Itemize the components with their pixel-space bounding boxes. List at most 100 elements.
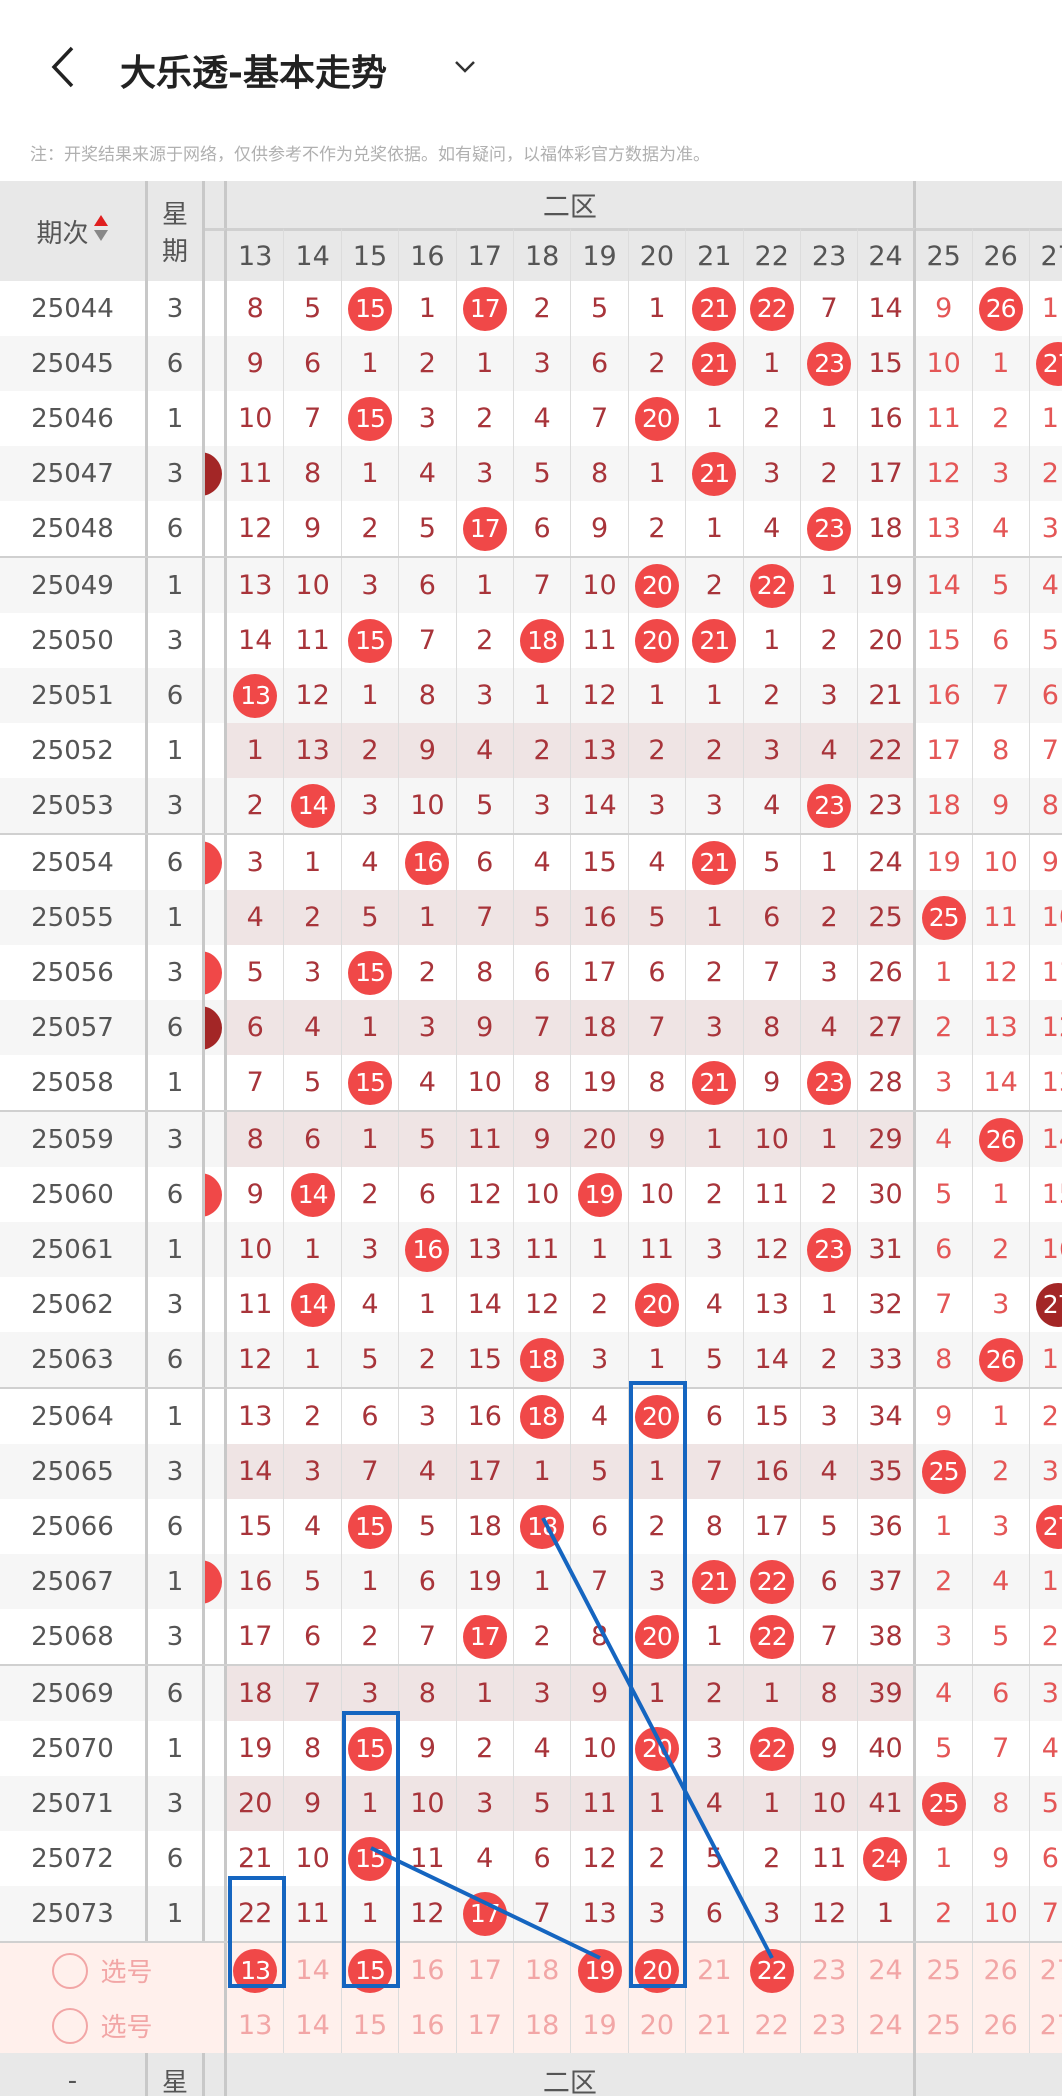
hit-ball: 23 <box>807 1060 852 1105</box>
select-cell-25[interactable]: 25 <box>916 1998 973 2053</box>
footer-zone: 二区 <box>227 2053 916 2096</box>
select-number[interactable]: 21 <box>697 1955 732 1986</box>
select-cell-20[interactable]: 20 <box>629 1943 687 1998</box>
select-cell-23[interactable]: 23 <box>801 1998 859 2053</box>
column-header-issue[interactable]: 期次 <box>0 181 148 281</box>
cell-13: 5 <box>227 945 285 1000</box>
select-number[interactable]: 21 <box>697 2010 732 2041</box>
select-number[interactable]: 15 <box>347 1948 392 1993</box>
cell-26: 4 <box>973 1554 1030 1609</box>
select-number[interactable]: 27 <box>1039 2010 1062 2041</box>
select-cell-26[interactable]: 26 <box>973 1943 1030 1998</box>
miss-count: 3 <box>1041 1678 1059 1709</box>
miss-count: 34 <box>868 1401 903 1432</box>
miss-count: 2 <box>820 458 838 489</box>
sort-up-down-icon[interactable] <box>93 213 109 250</box>
chevron-down-icon[interactable] <box>450 52 480 82</box>
miss-count: 5 <box>763 847 781 878</box>
select-number[interactable]: 13 <box>238 2010 273 2041</box>
select-number[interactable]: 26 <box>983 1955 1018 1986</box>
select-number[interactable]: 14 <box>295 1955 330 1986</box>
select-number[interactable]: 13 <box>233 1948 278 1993</box>
select-cell-12[interactable] <box>205 1998 227 2053</box>
select-cell-18[interactable]: 18 <box>514 1998 572 2053</box>
select-cell-16[interactable]: 16 <box>399 1998 457 2053</box>
select-number[interactable]: 17 <box>467 1955 502 1986</box>
miss-count: 3 <box>935 1621 953 1652</box>
select-cell-17[interactable]: 17 <box>457 1998 514 2053</box>
select-cell-13[interactable]: 13 <box>227 1943 285 1998</box>
radio-circle-icon[interactable] <box>52 1952 89 1989</box>
select-cell-19[interactable]: 19 <box>571 1943 629 1998</box>
miss-count: 2 <box>533 1621 551 1652</box>
select-cell-26[interactable]: 26 <box>973 1998 1030 2053</box>
miss-count: 6 <box>992 625 1010 656</box>
select-toggle[interactable]: 选号 <box>0 1998 205 2053</box>
cell-15: 3 <box>342 778 400 833</box>
select-cell-16[interactable]: 16 <box>399 1943 457 1998</box>
select-cell-24[interactable]: 24 <box>858 1943 916 1998</box>
select-cell-13[interactable]: 13 <box>227 1998 285 2053</box>
select-cell-23[interactable]: 23 <box>801 1943 859 1998</box>
select-number[interactable]: 18 <box>524 1955 560 1986</box>
cell-12 <box>205 1112 227 1167</box>
select-cell-21[interactable]: 21 <box>686 1943 744 1998</box>
select-cell-12[interactable] <box>205 1943 227 1998</box>
cell-18: 6 <box>514 501 572 556</box>
weekday: 1 <box>148 1222 205 1277</box>
select-number[interactable]: 16 <box>410 1955 445 1986</box>
select-cell-24[interactable]: 24 <box>858 1998 916 2053</box>
select-number[interactable]: 20 <box>634 1948 679 1993</box>
select-number[interactable]: 22 <box>749 1948 794 1993</box>
issue-number: 25057 <box>0 1000 148 1055</box>
select-cell-25[interactable]: 25 <box>916 1943 973 1998</box>
select-number[interactable]: 23 <box>811 2010 847 2041</box>
cell-17: 17 <box>457 1886 514 1941</box>
miss-count: 2 <box>590 1289 609 1320</box>
select-number[interactable]: 23 <box>811 1955 847 1986</box>
select-cell-14[interactable]: 14 <box>284 1998 342 2053</box>
miss-count: 3 <box>820 680 838 711</box>
radio-circle-icon[interactable] <box>52 2007 89 2044</box>
miss-count: 13 <box>926 513 961 544</box>
select-number[interactable]: 24 <box>868 2010 903 2041</box>
cell-24: 37 <box>858 1554 916 1609</box>
select-cell-27[interactable]: 27 <box>1030 1998 1062 2053</box>
select-cell-15[interactable]: 15 <box>342 1998 400 2053</box>
cell-17: 5 <box>457 778 514 833</box>
miss-count: 9 <box>476 1012 494 1043</box>
select-number[interactable]: 20 <box>639 2010 675 2041</box>
select-number[interactable]: 14 <box>295 2010 330 2041</box>
select-number[interactable]: 25 <box>926 2010 961 2041</box>
trend-table[interactable]: 期次星期二区131415161718192021222324252627 250… <box>0 181 1062 2096</box>
cell-20: 2 <box>629 1499 687 1554</box>
select-cell-14[interactable]: 14 <box>284 1943 342 1998</box>
page-title[interactable]: 大乐透-基本走势 <box>120 53 387 94</box>
select-number[interactable]: 16 <box>410 2010 445 2041</box>
select-number[interactable]: 19 <box>582 2010 617 2041</box>
cell-20: 1 <box>628 1776 687 1831</box>
select-cell-27[interactable]: 27 <box>1030 1943 1062 1998</box>
select-cell-20[interactable]: 20 <box>629 1998 687 2053</box>
select-number[interactable]: 24 <box>868 1955 903 1986</box>
select-number[interactable]: 15 <box>352 2010 388 2041</box>
cell-25: 1 <box>916 1499 973 1554</box>
cell-17: 3 <box>457 446 514 501</box>
chevron-left-icon[interactable] <box>44 42 84 92</box>
select-number[interactable]: 19 <box>577 1948 622 1993</box>
select-cell-19[interactable]: 19 <box>571 1998 629 2053</box>
issue-number: 25059 <box>0 1112 148 1167</box>
select-number[interactable]: 22 <box>754 2010 789 2041</box>
select-toggle[interactable]: 选号 <box>0 1943 205 1998</box>
select-cell-21[interactable]: 21 <box>686 1998 744 2053</box>
select-number[interactable]: 18 <box>524 2010 560 2041</box>
select-number[interactable]: 26 <box>983 2010 1018 2041</box>
select-number[interactable]: 27 <box>1039 1955 1062 1986</box>
select-cell-15[interactable]: 15 <box>342 1943 400 1998</box>
select-number[interactable]: 17 <box>467 2010 502 2041</box>
select-cell-22[interactable]: 22 <box>744 1998 801 2053</box>
select-cell-22[interactable]: 22 <box>744 1943 801 1998</box>
select-cell-18[interactable]: 18 <box>514 1943 572 1998</box>
select-number[interactable]: 25 <box>926 1955 961 1986</box>
select-cell-17[interactable]: 17 <box>457 1943 514 1998</box>
